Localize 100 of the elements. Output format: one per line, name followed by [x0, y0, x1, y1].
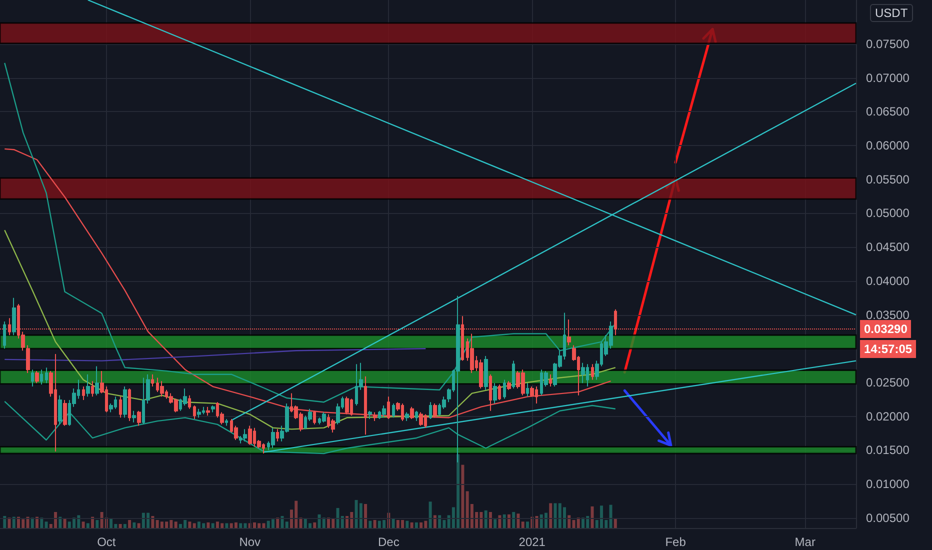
bar — [544, 512, 548, 528]
bar — [26, 516, 30, 528]
bar — [299, 518, 302, 528]
bar — [86, 523, 90, 528]
bar — [91, 516, 94, 528]
candlestick — [123, 386, 127, 418]
bar — [549, 503, 552, 528]
bar — [96, 520, 99, 528]
line-series — [4, 230, 616, 430]
candlestick — [95, 366, 99, 396]
candlestick — [243, 428, 247, 442]
bar — [484, 510, 488, 528]
bar — [494, 519, 497, 528]
y-axis-title: USDT — [870, 4, 913, 22]
candlestick — [12, 297, 16, 336]
x-tick-label: 2021 — [518, 535, 546, 549]
bar — [192, 523, 196, 528]
bar — [507, 514, 510, 528]
bar — [420, 522, 423, 528]
candlestick — [322, 412, 326, 423]
candlestick — [188, 394, 191, 410]
bar — [521, 522, 524, 528]
candlestick — [345, 396, 349, 415]
bar — [211, 523, 214, 528]
y-tick-label: 0.05500 — [866, 172, 910, 186]
bar — [512, 512, 516, 528]
candlestick — [493, 382, 497, 404]
bar — [206, 522, 210, 528]
bar — [174, 522, 178, 528]
bar — [30, 518, 34, 528]
candlestick — [248, 425, 252, 446]
bar — [36, 516, 39, 528]
bar — [63, 518, 66, 528]
bar — [276, 518, 280, 528]
candlestick — [63, 400, 67, 426]
bar — [526, 522, 529, 528]
bar — [433, 515, 436, 528]
candlestick — [382, 404, 386, 418]
candlestick — [206, 406, 210, 416]
y-tick-label: 0.02000 — [866, 409, 910, 424]
bar — [234, 522, 238, 528]
line-series — [4, 400, 616, 454]
candlestick — [271, 427, 275, 449]
ref-line-label: 0.03290 — [860, 320, 912, 338]
y-tick-label: 0.07000 — [866, 70, 910, 85]
candlestick — [479, 358, 483, 390]
candlestick — [405, 412, 409, 422]
candlestick — [58, 394, 62, 425]
bar — [239, 523, 242, 528]
candlestick — [31, 369, 34, 388]
bar — [502, 514, 506, 528]
bar — [346, 516, 349, 528]
x-tick-label: Dec — [378, 535, 400, 549]
candlestick — [137, 410, 141, 426]
y-tick-label: 0.06500 — [866, 104, 910, 119]
bar — [406, 520, 409, 528]
bar — [438, 515, 442, 528]
bar — [137, 523, 140, 528]
bar — [8, 518, 11, 528]
candlestick — [507, 380, 511, 390]
y-tick-label: 0.01500 — [866, 443, 910, 458]
bar — [364, 504, 368, 528]
candlestick — [26, 344, 30, 374]
bar — [82, 522, 85, 528]
bar — [322, 518, 326, 528]
bar — [118, 524, 122, 528]
x-tick-label: Oct — [97, 535, 116, 549]
y-tick-label: 0.01000 — [866, 477, 910, 491]
candlestick — [45, 367, 48, 384]
bar — [17, 516, 20, 528]
bar — [280, 516, 284, 528]
bar — [428, 502, 432, 528]
candlestick — [197, 408, 201, 418]
bar — [614, 518, 617, 528]
bar — [590, 506, 594, 528]
y-tick-label: 0.07500 — [866, 37, 910, 51]
bar — [123, 524, 126, 528]
candlestick — [503, 379, 506, 400]
bar — [562, 507, 566, 528]
candlestick — [3, 321, 6, 350]
bar — [285, 522, 288, 528]
candlestick — [368, 410, 372, 420]
bar — [498, 515, 502, 528]
bar — [582, 518, 585, 528]
y-tick-label: 0.05000 — [866, 206, 910, 220]
bar — [414, 522, 418, 528]
y-tick-label: 0.04000 — [866, 274, 910, 288]
y-tick-label: 0.04500 — [866, 240, 910, 254]
bar — [461, 464, 464, 528]
bar — [271, 519, 274, 528]
bar — [132, 522, 136, 528]
candlestick — [119, 396, 122, 418]
x-tick-label: Mar — [794, 535, 816, 549]
bar — [516, 514, 520, 528]
bar — [488, 512, 492, 528]
candlestick — [512, 360, 515, 390]
candlestick — [591, 364, 594, 380]
bar — [373, 520, 376, 528]
bar — [410, 522, 414, 528]
candlestick — [151, 374, 154, 388]
